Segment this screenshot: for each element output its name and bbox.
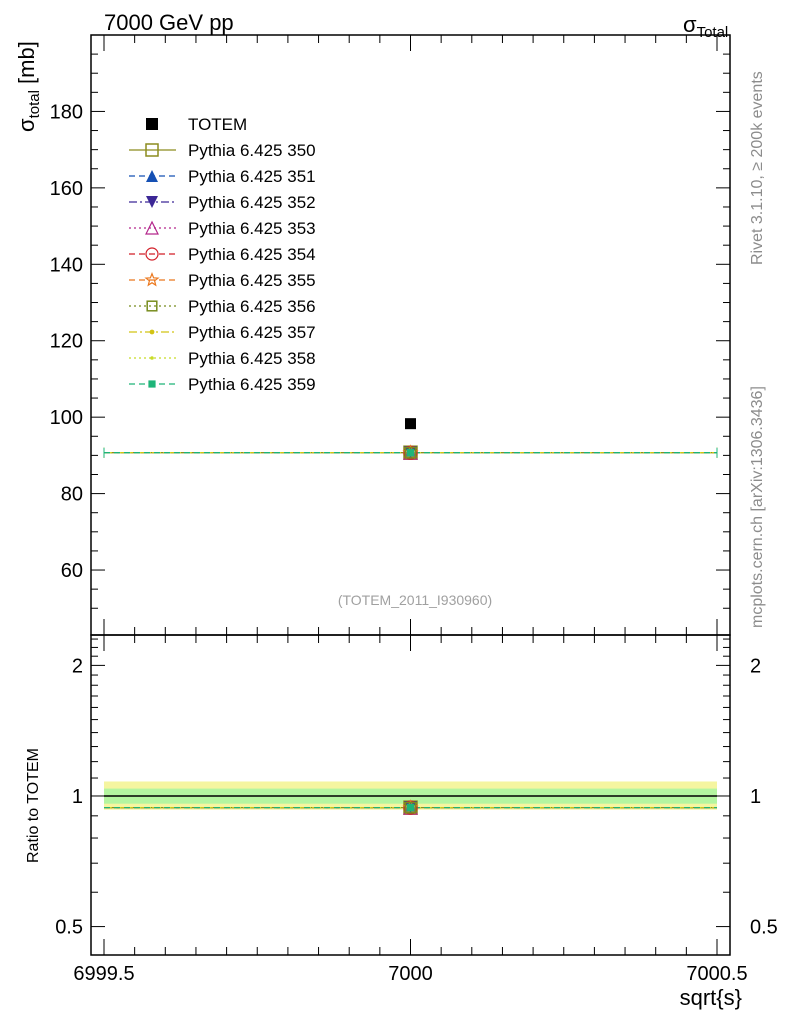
main-x-ticks: [103, 35, 718, 635]
ratio-data-point: [404, 801, 417, 814]
legend-marker: [145, 247, 159, 261]
main-y-tick-label: 120: [50, 331, 83, 353]
legend-entry-label: Pythia 6.425 350: [188, 141, 316, 160]
legend-marker: [145, 220, 159, 235]
legend-marker: [146, 118, 158, 130]
main-y-tick-label: 160: [50, 178, 83, 200]
legend-entry-label: Pythia 6.425 356: [188, 297, 316, 316]
x-tick-label: 6999.5: [73, 963, 134, 985]
main-y-axis-label: σtotal [mb]: [14, 41, 43, 132]
legend-marker: [145, 143, 159, 157]
side-text-bottom: mcplots.cern.ch [arXiv:1306.3436]: [749, 386, 766, 628]
x-tick-label: 7000: [388, 963, 433, 985]
ratio-y-axis-label: Ratio to TOTEM: [25, 748, 42, 863]
header-right-title-sub: Total: [697, 24, 729, 41]
x-axis-label: sqrt{s}: [680, 985, 742, 1010]
legend: TOTEM Pythia 6.425 350 Pythia 6.425 351 Pyt…: [129, 115, 316, 394]
legend-entry-label: Pythia 6.425 353: [188, 219, 316, 238]
main-y-tick-label: 180: [50, 101, 83, 123]
legend-entry-label: Pythia 6.425 352: [188, 193, 316, 212]
main-y-tick-label: 100: [50, 407, 83, 429]
legend-entry-label: Pythia 6.425 358: [188, 349, 316, 368]
ratio-data-point: [406, 803, 415, 812]
data-point: [404, 446, 417, 459]
ratio-y-ticks: 0.5 0.5 1 1 2 2 6999.5 7000 7000.5: [55, 638, 778, 985]
ratio-y-tick-label-right: 0.5: [750, 917, 778, 939]
legend-marker: [144, 272, 160, 287]
legend-marker: [149, 329, 155, 335]
ratio-x-ticks: [103, 635, 718, 955]
ratio-panel: 0.5 0.5 1 1 2 2 6999.5 7000 7000.5 Ratio to TOTE…: [25, 634, 778, 1010]
ratio-y-tick-label: 0.5: [55, 917, 83, 939]
ratio-y-tick-label: 1: [72, 786, 83, 808]
main-y-tick-label: 140: [50, 254, 83, 276]
main-y-tick-label: 80: [61, 484, 83, 506]
legend-entry-label: Pythia 6.425 357: [188, 323, 316, 342]
header-right-title: σTotal: [683, 12, 728, 41]
legend-marker: [146, 300, 158, 312]
ratio-series-group: [104, 799, 717, 815]
ratio-y-tick-label-right: 1: [750, 786, 761, 808]
data-point: [406, 448, 415, 457]
legend-marker: [148, 380, 156, 388]
ratio-y-tick-label-right: 2: [750, 655, 761, 677]
main-frame: [90, 34, 731, 636]
legend-entry-label: Pythia 6.425 351: [188, 167, 316, 186]
legend-entry-label: Pythia 6.425 359: [188, 375, 316, 394]
legend-entry-label: Pythia 6.425 355: [188, 271, 316, 290]
main-y-tick-label: 60: [61, 560, 83, 582]
header-right-title-main: σ: [683, 12, 697, 37]
legend-entry-label: TOTEM: [188, 115, 247, 134]
main-series-group: [103, 418, 718, 460]
analysis-annotation: (TOTEM_2011_I930960): [338, 592, 492, 608]
legend-marker: [150, 356, 154, 360]
ratio-y-tick-label: 2: [72, 655, 83, 677]
main-y-ticks: 60 80 100 120 140 160 180: [50, 53, 730, 609]
legend-marker: [146, 170, 158, 182]
data-point-totem: [405, 418, 416, 430]
legend-entry-label: Pythia 6.425 354: [188, 245, 316, 264]
x-tick-label: 7000.5: [686, 963, 747, 985]
main-panel: 60 80 100 120 140 160 180 σtotal [mb] (TOTEM_2…: [14, 34, 731, 636]
legend-marker: [146, 196, 158, 208]
header-left-title: 7000 GeV pp: [104, 10, 234, 35]
side-text-top: Rivet 3.1.10, ≥ 200k events: [749, 71, 766, 265]
